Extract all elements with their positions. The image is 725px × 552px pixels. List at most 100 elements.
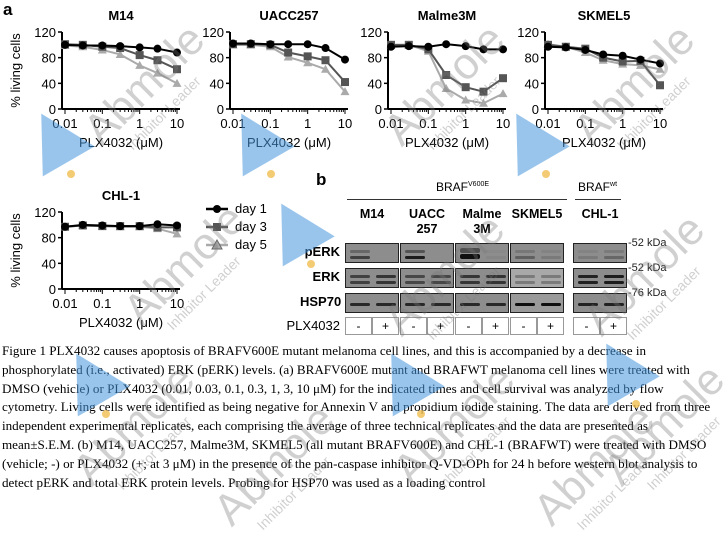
data-point-day-3	[499, 74, 507, 83]
protein-band	[515, 275, 535, 278]
y-tick-label: 40	[42, 256, 56, 271]
data-point-day-3	[135, 51, 144, 60]
data-point-day-1	[61, 222, 69, 231]
group-label-sup: wt	[610, 181, 618, 188]
survival-charts: M14 0 40 80 120 0.01 0.1 1 10 PLX4032 (μM) % livin…	[8, 8, 667, 330]
data-point-day-5	[135, 60, 145, 69]
data-point-day-1	[98, 221, 107, 230]
x-tick-label: 0.01	[378, 116, 403, 131]
protein-band	[350, 256, 370, 259]
data-point-day-1	[404, 42, 413, 51]
data-point-day-1	[61, 40, 69, 49]
protein-band	[376, 275, 396, 278]
y-tick-label: 80	[42, 51, 56, 66]
protein-band	[486, 281, 506, 284]
figure-caption: Figure 1 PLX4032 causes apoptosis of BRA…	[2, 343, 711, 490]
x-tick-label: 0.1	[419, 116, 437, 131]
data-point-day-3	[153, 56, 162, 65]
data-point-day-1	[116, 222, 125, 231]
protein-band	[541, 303, 561, 306]
x-tick-label: 1	[136, 116, 143, 131]
data-point-day-1	[135, 222, 144, 231]
x-tick-label: 0.01	[52, 296, 77, 311]
x-tick-label: 1	[136, 296, 143, 311]
x-tick-label: 0.1	[93, 296, 111, 311]
legend-marker-triangle-icon	[206, 238, 228, 249]
legend-marker-square-icon	[206, 222, 228, 231]
blot-lane-uacc-hsp70	[400, 293, 454, 313]
protein-band	[460, 275, 480, 278]
data-point-day-3	[173, 65, 181, 74]
protein-band	[460, 281, 480, 284]
data-point-day-1	[78, 41, 87, 50]
x-tick-label: 0.01	[220, 116, 245, 131]
data-point-day-5	[152, 68, 162, 77]
y-tick-label: 40	[42, 76, 56, 91]
data-point-day-5	[441, 83, 451, 92]
x-tick-label: 1	[619, 116, 626, 131]
treatment-cell: +	[537, 317, 564, 335]
data-point-day-1	[442, 40, 451, 49]
protein-band	[376, 256, 396, 259]
treatment-cell: -	[573, 317, 600, 335]
x-tick-label: 10	[653, 116, 667, 131]
protein-band	[515, 281, 535, 284]
treatment-cell: -	[400, 317, 427, 335]
chart-uacc257: UACC257 0 40 80 120 0.01 0.1 1 10 PLX4032 (μM)	[202, 8, 352, 150]
data-point-day-3	[656, 81, 664, 90]
protein-band	[460, 254, 480, 259]
x-axis-label: PLX4032 (μM)	[247, 135, 331, 150]
chart-skmel5: SKMEL5 0 40 80 120 0.01 0.1 1 10 PLX4032 (μM)	[517, 8, 667, 150]
y-tick-label: 80	[210, 51, 224, 66]
y-axis-label: % living cells	[8, 33, 23, 108]
data-point-day-3	[442, 70, 451, 79]
treatment-cell: -	[510, 317, 537, 335]
y-tick-label: 120	[202, 25, 224, 40]
data-point-day-1	[499, 45, 507, 54]
wt-group-line	[575, 199, 621, 200]
group-label-text: BRAF	[436, 180, 469, 194]
molecular-weight-marker: -52 kDa	[628, 262, 667, 274]
data-point-day-1	[303, 40, 312, 49]
panel-b-label: b	[316, 170, 327, 189]
data-point-day-3	[479, 87, 488, 96]
panel-a-label: a	[3, 0, 13, 19]
legend-label: day 5	[235, 237, 267, 252]
group-label-sup: V600E	[468, 181, 490, 188]
data-point-day-1	[544, 42, 552, 51]
protein-band	[350, 281, 370, 284]
x-tick-label: 1	[462, 116, 469, 131]
data-point-day-5	[478, 98, 488, 107]
y-tick-label: 120	[517, 25, 539, 40]
protein-band	[541, 256, 561, 259]
data-point-day-1	[636, 55, 645, 64]
data-point-day-5	[172, 229, 182, 238]
data-point-day-5	[340, 87, 350, 96]
protein-band	[515, 256, 535, 259]
data-point-day-1	[581, 45, 590, 54]
chart-title: M14	[108, 8, 134, 23]
data-point-day-1	[98, 41, 107, 50]
protein-band	[604, 281, 624, 284]
data-point-day-3	[618, 57, 627, 66]
blot-lane-chl-1-perk	[573, 243, 627, 263]
protein-band	[486, 303, 506, 306]
protein-band	[405, 275, 425, 278]
data-point-day-5	[303, 58, 313, 67]
blot-lane-m14-perk	[345, 243, 399, 263]
protein-band	[350, 275, 370, 278]
braf-mutant-group-label: BRAFV600E	[436, 180, 489, 194]
x-axis-label: PLX4032 (μM)	[562, 135, 646, 150]
data-point-day-1	[387, 42, 395, 51]
data-point-day-1	[173, 221, 181, 230]
protein-band	[541, 250, 561, 253]
protein-band	[405, 250, 425, 253]
y-tick-label: 120	[360, 25, 382, 40]
blot-lane-malme-erk	[455, 268, 509, 288]
cell-line-label: UACC 257	[408, 207, 446, 236]
legend-item: day 1	[205, 201, 267, 216]
x-tick-label: 0.01	[52, 116, 77, 131]
y-tick-label: 0	[532, 102, 539, 117]
cell-line-label: Malme 3M	[462, 207, 502, 236]
protein-band	[604, 303, 624, 306]
